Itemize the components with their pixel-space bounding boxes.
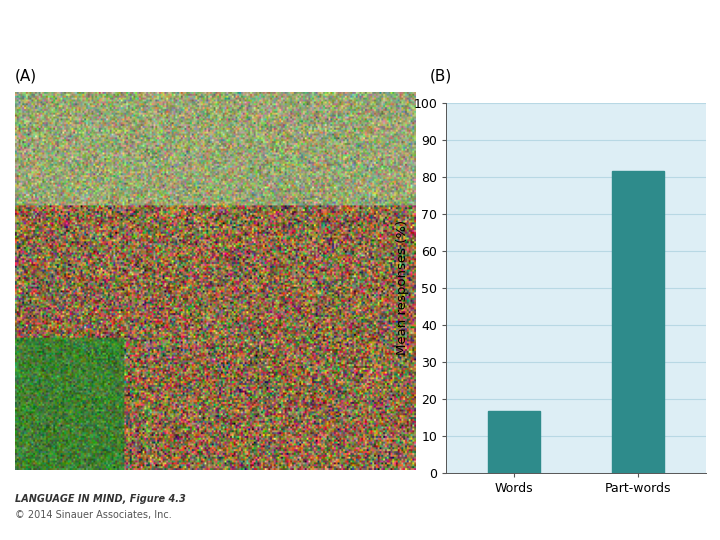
Text: LANGUAGE IN MIND, Figure 4.3: LANGUAGE IN MIND, Figure 4.3: [15, 494, 186, 504]
Text: (B): (B): [430, 69, 452, 84]
Bar: [488, 411, 540, 472]
Text: © 2014 Sinauer Associates, Inc.: © 2014 Sinauer Associates, Inc.: [15, 510, 172, 521]
Text: (A): (A): [15, 69, 37, 84]
Text: which the tamarins oriented to the stimulus by turning to look at the speaker: which the tamarins oriented to the stimu…: [9, 50, 504, 63]
Y-axis label: Mean responses (%): Mean responses (%): [396, 220, 410, 355]
Bar: [612, 171, 664, 473]
Text: Figure 4.3  (A) An adult cotton-top tamarin (Saguinus oedipus). (B) Mean percent: Figure 4.3 (A) An adult cotton-top tamar…: [9, 18, 625, 31]
